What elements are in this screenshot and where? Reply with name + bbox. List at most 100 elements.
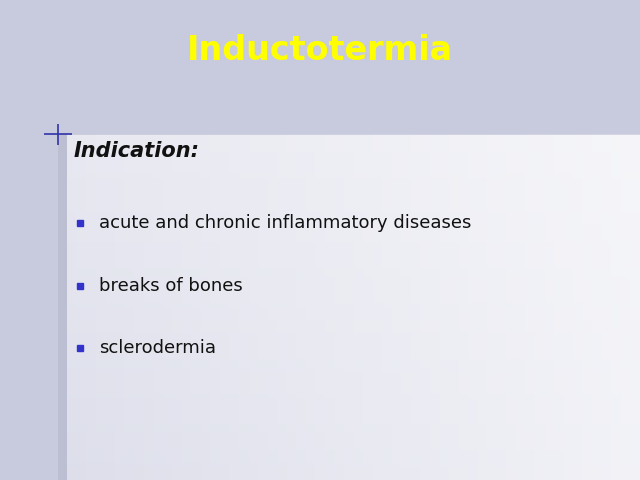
Bar [67,324,640,329]
Bar [67,156,640,160]
Text: sclerodermia: sclerodermia [99,339,216,357]
Bar [67,342,640,346]
Bar [67,268,640,273]
Bar [67,316,640,320]
Bar [363,134,372,480]
Bar [67,147,640,152]
Bar [67,212,640,216]
Bar [67,251,640,255]
Bar [497,134,506,480]
Bar [67,229,640,234]
Bar [67,186,640,191]
Bar [67,307,640,312]
Bar [67,216,640,221]
Bar [611,134,621,480]
Bar [67,255,640,260]
Bar [335,134,344,480]
Bar [67,238,640,242]
Bar [372,134,382,480]
Bar [67,173,640,178]
Bar [67,208,640,212]
Bar [67,467,640,471]
Bar [67,234,640,238]
Bar [325,134,335,480]
Bar [67,333,640,337]
Bar [258,134,268,480]
Bar [401,134,411,480]
Bar [306,134,316,480]
Bar [67,420,640,424]
Bar [67,355,640,359]
Bar [124,134,134,480]
Bar [621,134,630,480]
Bar [67,437,640,441]
Bar [354,134,363,480]
Bar [564,134,573,480]
Bar [630,134,640,480]
Bar [316,134,325,480]
Bar [67,273,640,277]
Bar [67,394,640,398]
Bar [163,134,172,480]
Bar [440,134,449,480]
Bar [535,134,545,480]
Text: acute and chronic inflammatory diseases: acute and chronic inflammatory diseases [99,214,472,232]
Bar [602,134,611,480]
Bar [67,402,640,407]
Bar [67,182,640,186]
Bar [67,359,640,363]
Text: Inductotermia: Inductotermia [187,34,453,67]
Bar [67,260,640,264]
Bar [67,389,640,394]
Bar [67,458,640,463]
Bar [392,134,401,480]
Bar [248,134,258,480]
Bar [545,134,554,480]
Bar [67,134,640,139]
Bar [67,160,640,165]
Bar [516,134,525,480]
Bar [67,247,640,251]
Bar [67,199,640,204]
Bar [106,134,115,480]
Bar [86,134,96,480]
Bar [67,424,640,428]
Bar [67,225,640,229]
Bar [554,134,564,480]
Bar [134,134,143,480]
Bar [67,368,640,372]
Bar [573,134,583,480]
Bar [430,134,440,480]
Bar [67,286,640,290]
Bar [67,204,640,208]
Bar [525,134,535,480]
Bar [487,134,497,480]
Bar [277,134,287,480]
Bar [143,134,153,480]
Bar [67,277,640,281]
Bar [67,299,640,303]
Bar [67,152,640,156]
Bar [382,134,392,480]
Bar [67,415,640,420]
Bar [115,134,124,480]
Bar [77,134,86,480]
Bar [67,290,640,294]
Bar [67,329,640,333]
Text: breaks of bones: breaks of bones [99,276,243,295]
Bar [67,407,640,411]
Bar [239,134,248,480]
Bar [67,432,640,437]
Bar [411,134,420,480]
Bar [67,463,640,467]
Bar [344,134,353,480]
Bar [67,376,640,381]
Bar [58,134,67,480]
Bar [583,134,592,480]
Bar [506,134,516,480]
Bar [67,320,640,324]
Bar [67,134,77,480]
Bar [67,445,640,450]
Bar [153,134,163,480]
Bar [67,221,640,225]
